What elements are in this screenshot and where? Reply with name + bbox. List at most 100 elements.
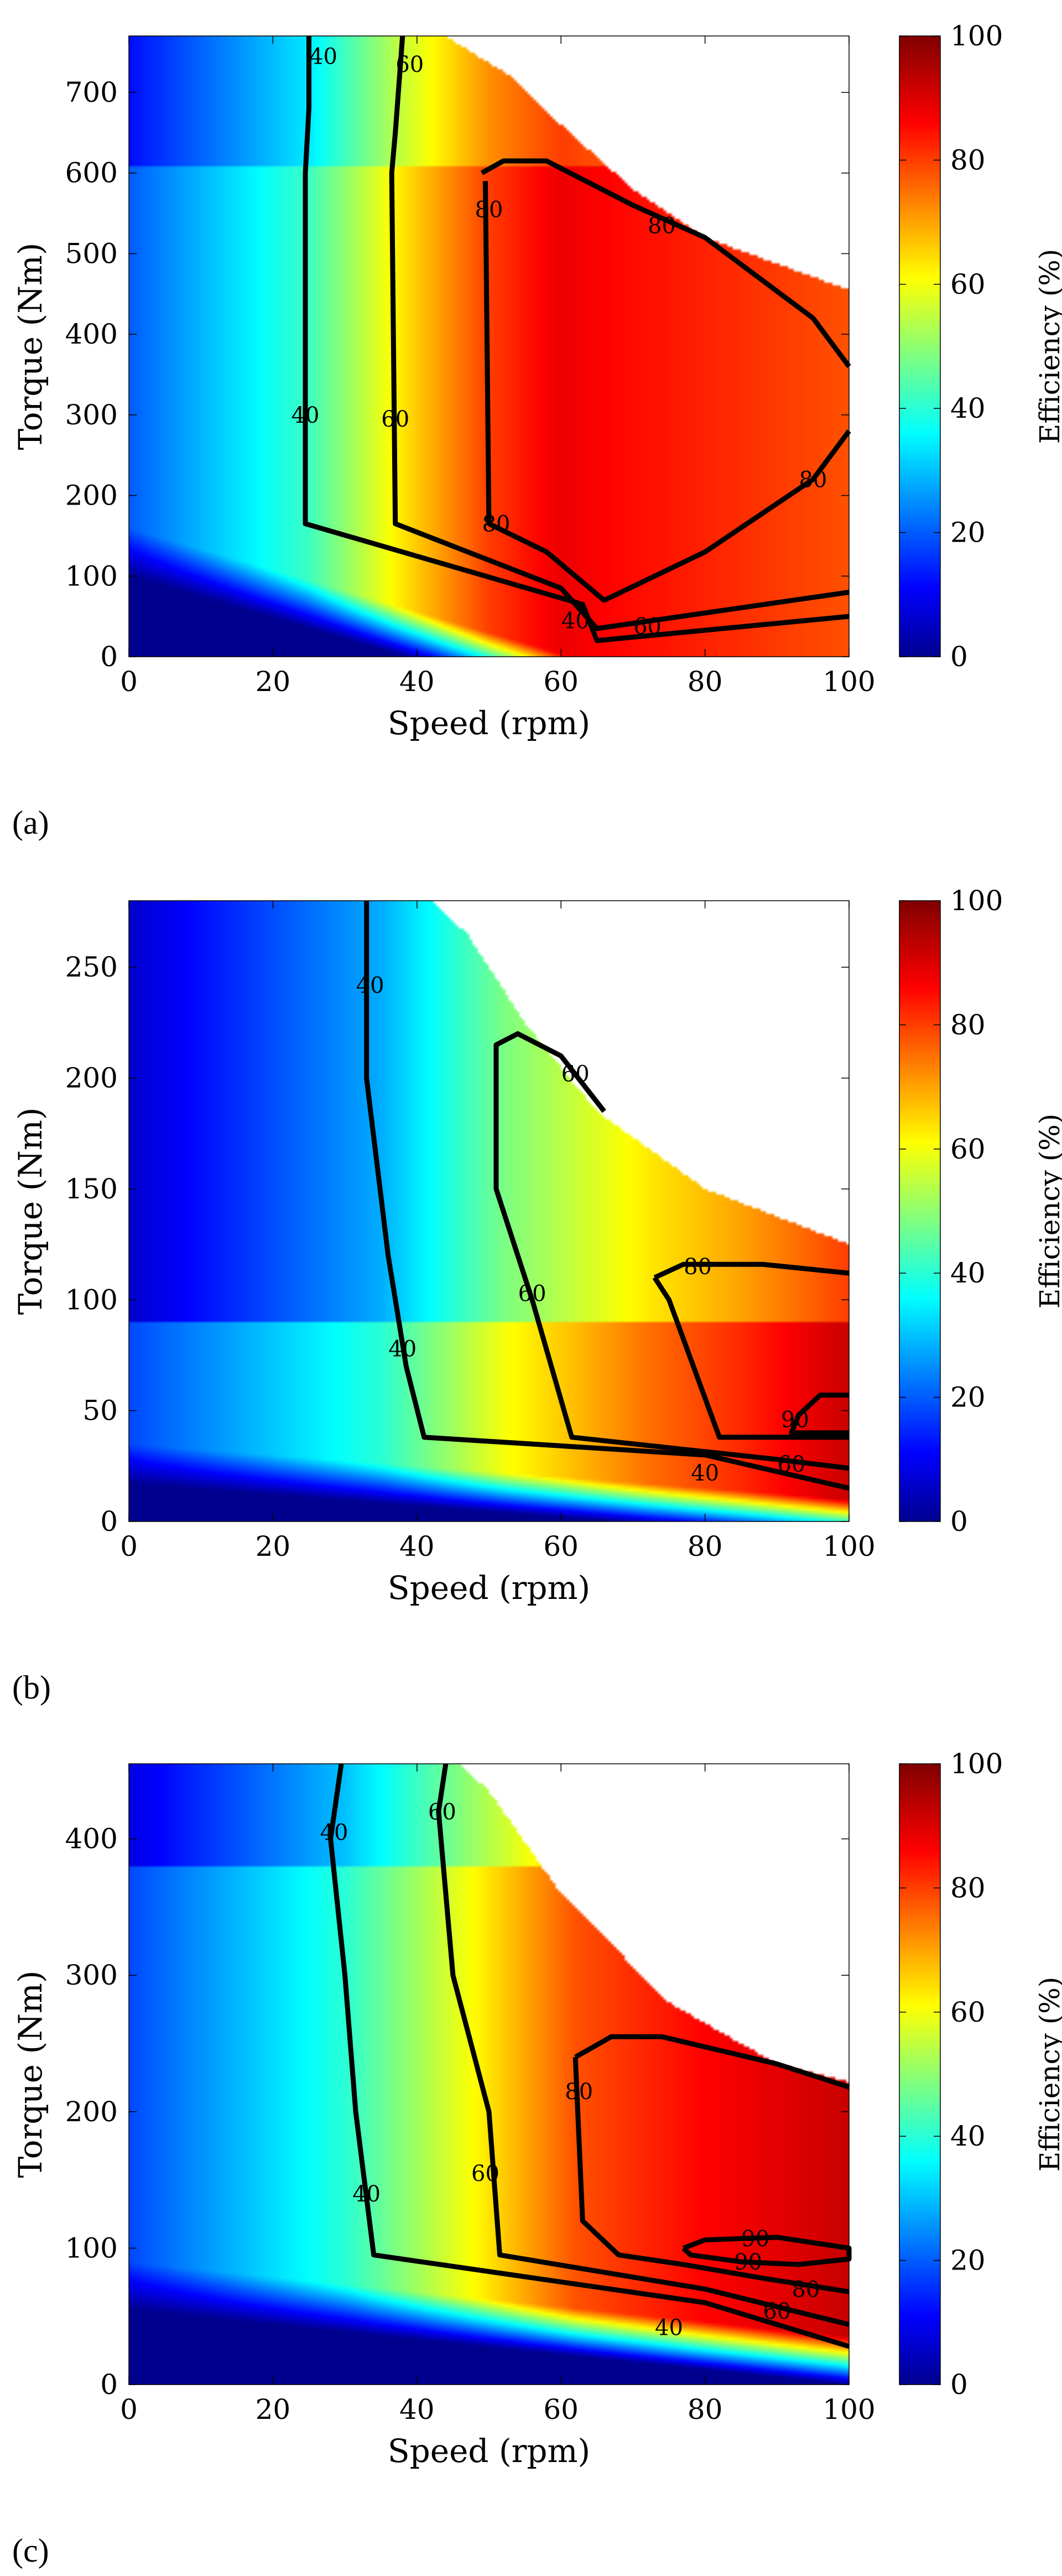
contour-label: 60	[381, 407, 409, 432]
x-tick-label: 60	[543, 2393, 579, 2426]
y-axis-ticks: 0 50 100 150 200 250	[65, 951, 849, 1538]
y-tick-label: 500	[65, 237, 118, 269]
contour-line-90	[789, 1393, 849, 1436]
x-tick-label: 80	[688, 1530, 723, 1562]
panel-a: 40 40 40 60 60 60 80 80 80 80 0 20 40 60 80 100 0 100 20…	[12, 20, 1062, 841]
contour-label: 60	[518, 1281, 546, 1306]
colorbar-tick-label: 80	[950, 1872, 986, 1904]
contour-label: 90	[734, 2250, 762, 2275]
y-tick-label: 300	[65, 399, 118, 431]
y-tick-label: 50	[82, 1395, 118, 1427]
y-axis-ticks: 0 100 200 300 400 500 600 700	[65, 76, 849, 673]
contour-label: 80	[684, 1254, 712, 1280]
contour-line-60	[389, 35, 850, 631]
colorbar-label: Efficiency (%)	[1034, 1977, 1062, 2172]
contour-label: 40	[320, 1820, 348, 1845]
contour-label: 40	[655, 2315, 683, 2340]
contour-lines: 40 40 40 60 60 60 80 90	[356, 901, 850, 1491]
x-tick-label: 100	[822, 2393, 875, 2426]
y-axis-label: Torque (Nm)	[12, 1107, 49, 1315]
colorbar-tick-label: 20	[950, 1382, 986, 1414]
colorbar	[899, 1763, 941, 2385]
x-tick-label: 80	[688, 2393, 723, 2426]
colorbar-tick-label: 60	[950, 1996, 986, 2028]
colorbar-tick-label: 80	[950, 1009, 986, 1041]
contour-line-80	[483, 181, 851, 603]
y-tick-label: 250	[65, 951, 118, 983]
colorbar-tick-label: 100	[950, 1748, 1003, 1780]
panel-label: (b)	[12, 1669, 51, 1706]
colorbar-tick-label: 0	[950, 2369, 968, 2401]
y-tick-label: 150	[65, 1173, 118, 1205]
y-axis-label: Torque (Nm)	[12, 1970, 49, 2178]
contour-label: 80	[799, 467, 827, 492]
x-tick-label: 100	[822, 1530, 875, 1562]
contour-label: 60	[763, 2299, 791, 2324]
contour-label: 60	[471, 2161, 499, 2187]
contour-label: 80	[792, 2277, 820, 2302]
y-tick-label: 0	[100, 1505, 118, 1538]
y-axis-label: Torque (Nm)	[12, 242, 49, 450]
x-axis-ticks: 0 20 40 60 80 100	[120, 1764, 876, 2426]
x-axis-label: Speed (rpm)	[388, 1569, 590, 1607]
contour-line-80	[480, 158, 851, 368]
contour-line-60	[493, 1031, 850, 1471]
x-tick-label: 40	[399, 666, 435, 698]
contour-label: 40	[388, 1336, 417, 1362]
y-tick-label: 200	[65, 2096, 118, 2128]
contour-line-40	[303, 36, 850, 643]
colorbar-tick-label: 60	[950, 268, 986, 300]
y-tick-label: 700	[65, 76, 118, 108]
colorbar-ticks: 0 20 40 60 80 100	[899, 20, 1003, 673]
x-axis-ticks: 0 20 40 60 80 100	[120, 901, 876, 1562]
x-tick-label: 0	[120, 2393, 138, 2426]
contour-line-60	[436, 1763, 850, 2327]
plot-frame	[128, 35, 850, 657]
x-tick-label: 40	[399, 1530, 435, 1562]
contour-label: 60	[395, 52, 424, 77]
x-axis-label: Speed (rpm)	[388, 2432, 590, 2470]
y-tick-label: 600	[65, 157, 118, 189]
plot-frame	[128, 1763, 850, 2385]
panel-b: 40 40 40 60 60 60 80 90 0 20 40 60 80 100 0 50 100 150 2…	[12, 885, 1062, 1706]
y-axis-ticks: 0 100 200 300 400	[65, 1823, 849, 2401]
y-tick-label: 300	[65, 1959, 118, 1991]
efficiency-heatmap	[129, 901, 849, 1521]
x-tick-label: 40	[399, 2393, 435, 2426]
colorbar-tick-label: 20	[950, 517, 986, 549]
contour-line-40	[364, 901, 850, 1491]
colorbar	[899, 900, 941, 1522]
contour-label: 60	[633, 614, 662, 640]
y-tick-label: 200	[65, 480, 118, 512]
x-tick-label: 60	[543, 1530, 579, 1562]
contour-label: 40	[691, 1461, 719, 1486]
colorbar-tick-label: 100	[950, 885, 1003, 917]
y-tick-label: 0	[100, 2369, 118, 2401]
x-tick-label: 20	[256, 2393, 291, 2426]
y-tick-label: 400	[65, 1823, 118, 1855]
colorbar-ticks: 0 20 40 60 80 100	[899, 1748, 1003, 2401]
x-tick-label: 80	[688, 666, 723, 698]
colorbar-tick-label: 40	[950, 1257, 986, 1289]
colorbar-tick-label: 0	[950, 1505, 968, 1538]
contour-label: 60	[428, 1799, 456, 1825]
colorbar-tick-label: 60	[950, 1133, 986, 1165]
contour-line-80	[653, 1261, 850, 1280]
contour-label: 80	[648, 213, 676, 238]
colorbar-tick-label: 40	[950, 392, 986, 424]
colorbar-tick-label: 20	[950, 2245, 986, 2277]
contour-label: 90	[781, 1408, 809, 1433]
colorbar-ticks: 0 20 40 60 80 100	[899, 885, 1003, 1538]
y-tick-label: 100	[65, 2232, 118, 2264]
y-tick-label: 0	[100, 641, 118, 673]
x-tick-label: 0	[120, 666, 138, 698]
x-axis-label: Speed (rpm)	[388, 704, 590, 742]
y-tick-label: 200	[65, 1062, 118, 1094]
colorbar-tick-label: 100	[950, 20, 1003, 52]
x-axis-ticks: 0 20 40 60 80 100	[120, 36, 876, 698]
x-tick-label: 60	[543, 666, 579, 698]
